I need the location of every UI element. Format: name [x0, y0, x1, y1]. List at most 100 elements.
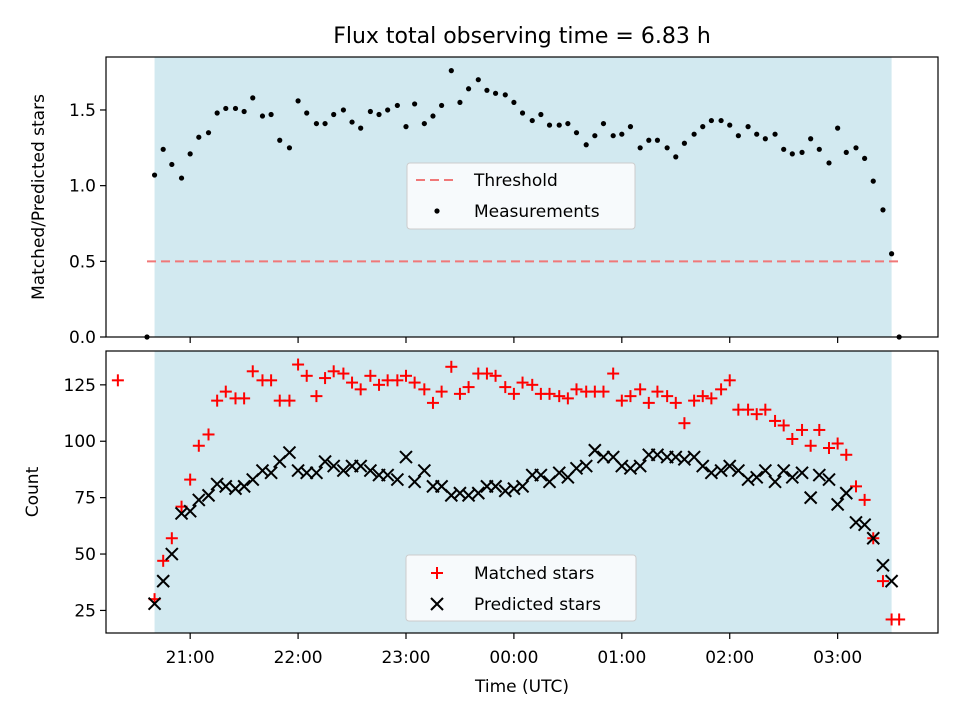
measurement-point	[268, 111, 274, 118]
matched-star-point	[426, 396, 439, 409]
measurement-point	[538, 111, 544, 118]
predicted-star-point	[552, 466, 566, 480]
measurement-point	[448, 68, 454, 74]
bottom-xtick-label: 23:00	[381, 648, 430, 668]
matched-star-point	[561, 392, 574, 405]
bottom-ytick-label: 75	[74, 489, 96, 509]
predicted-star-point	[399, 450, 413, 464]
measurement-point	[646, 137, 652, 143]
predicted-star-point	[633, 459, 647, 473]
measurement-point	[439, 102, 445, 109]
predicted-star-point	[714, 463, 728, 478]
matched-star-point	[346, 376, 359, 389]
measurement-point	[843, 149, 849, 155]
measurement-point	[708, 117, 714, 124]
predicted-star-point	[768, 475, 782, 489]
predicted-star-point	[237, 479, 251, 494]
predicted-star-point	[453, 486, 467, 500]
matched-star-point	[283, 394, 296, 407]
matched-star-point	[597, 385, 610, 398]
matched-star-point	[893, 613, 906, 626]
matched-star-point	[759, 403, 772, 416]
matched-star-point	[651, 385, 664, 398]
measurement-point	[511, 99, 517, 106]
predicted-star-point	[579, 459, 593, 473]
predicted-star-point	[588, 443, 602, 457]
measurement-point	[565, 120, 571, 127]
bottom-ytick-label: 125	[64, 376, 96, 396]
predicted-star-point	[488, 479, 503, 494]
predicted-star-point	[210, 477, 224, 491]
measurement-point	[880, 207, 886, 213]
measurement-point	[277, 137, 283, 143]
measurement-point	[160, 146, 166, 152]
matched-star-point	[111, 374, 124, 387]
matched-star-point	[786, 432, 799, 445]
figure-title: Flux total observing time = 6.83 h	[333, 24, 711, 49]
measurement-point	[673, 154, 679, 160]
matched-star-point	[418, 383, 431, 396]
measurement-point	[556, 122, 562, 128]
matched-star-point	[499, 381, 512, 394]
measurement-point	[502, 92, 508, 98]
measurement-point	[816, 146, 822, 152]
matched-star-point	[373, 378, 386, 391]
legend-threshold-label: Threshold	[473, 171, 558, 191]
top-ytick-label: 1.5	[69, 101, 96, 121]
measurement-point	[799, 149, 805, 155]
matched-star-point	[202, 428, 215, 441]
matched-star-point	[669, 396, 682, 409]
matched-star-point	[742, 403, 755, 416]
matched-star-point	[849, 480, 862, 493]
top-plot-frame	[105, 56, 939, 338]
legend-predicted-label: Predicted stars	[474, 595, 601, 615]
measurement-point	[870, 178, 876, 184]
predicted-star-point	[282, 445, 297, 460]
legend-predicted-swatch	[430, 597, 444, 611]
matched-star-point	[813, 423, 826, 436]
matched-star-point	[310, 390, 323, 403]
measurement-point	[546, 122, 553, 128]
matched-star-point	[516, 376, 529, 389]
measurement-point	[259, 113, 266, 119]
measurement-point	[835, 125, 841, 131]
matched-star-point	[211, 394, 224, 407]
measurement-point	[529, 117, 535, 124]
predicted-star-point	[174, 506, 189, 521]
measurement-point	[295, 98, 301, 104]
matched-star-point	[543, 387, 556, 400]
matched-star-point	[319, 372, 332, 385]
top-legend-box	[406, 162, 636, 230]
bottom-ytick-label: 50	[74, 545, 96, 565]
matched-star-point	[480, 367, 493, 380]
legend-measurements-swatch	[434, 208, 440, 214]
matched-star-point	[570, 383, 583, 396]
matched-star-point	[219, 385, 232, 398]
predicted-star-point	[758, 463, 773, 478]
matched-star-point	[399, 369, 412, 382]
matched-star-point	[715, 383, 728, 396]
top-legend: Threshold Measurements	[406, 162, 636, 230]
top-panel: 0.0 0.5 1.0 1.5 Matched/Predicted stars Thr…	[29, 56, 939, 348]
bottom-ytick-label: 100	[64, 432, 96, 452]
predicted-star-point	[336, 463, 351, 478]
matched-star-point	[624, 390, 637, 403]
bottom-legend-box	[405, 554, 637, 622]
top-ylabel: Matched/Predicted stars	[29, 94, 49, 300]
predicted-star-point	[407, 475, 422, 489]
measurement-point	[151, 172, 158, 178]
predicted-star-point	[183, 504, 197, 518]
measurement-point	[600, 120, 607, 127]
measurement-point	[781, 146, 787, 152]
measurement-point	[223, 105, 229, 112]
bottom-xtick-label: 02:00	[705, 648, 754, 668]
measurement-point	[241, 108, 247, 115]
bottom-xtick-label: 00:00	[489, 648, 538, 668]
measurement-point	[232, 105, 239, 112]
measurement-point	[475, 77, 481, 83]
measurement-point	[573, 130, 580, 136]
predicted-star-point	[255, 463, 270, 478]
measurement-point	[519, 110, 526, 116]
measurement-point	[862, 155, 868, 162]
measurement-point	[700, 124, 706, 130]
